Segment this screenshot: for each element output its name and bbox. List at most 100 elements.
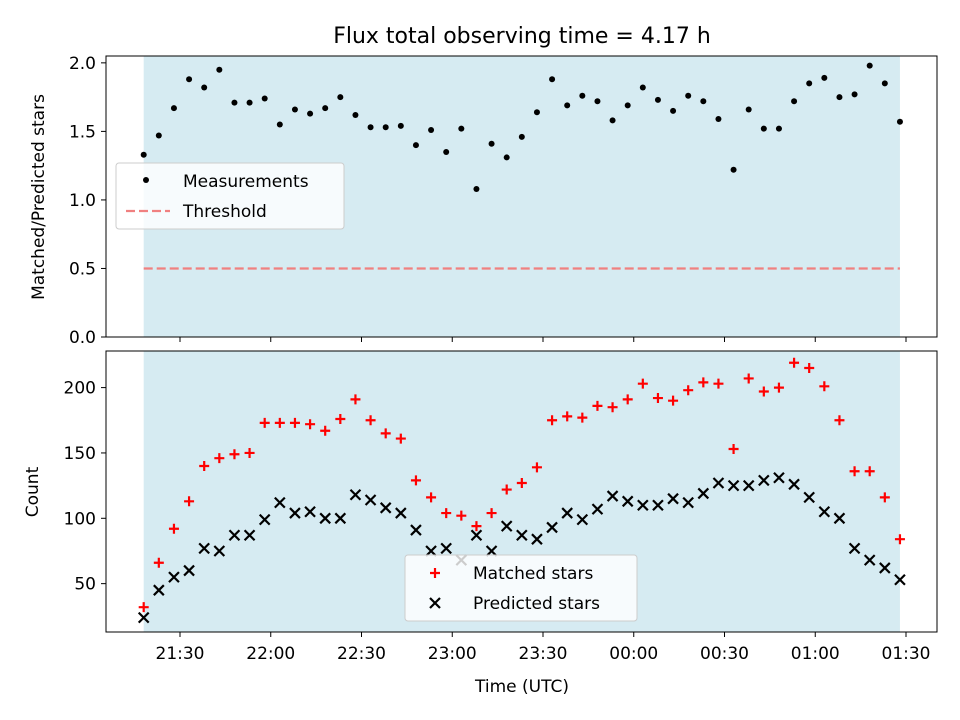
- x-axis-label: Time (UTC): [474, 677, 569, 697]
- predicted-star-point: [742, 479, 755, 492]
- legend-marker-matched: [430, 568, 440, 578]
- measurement-point: [896, 118, 903, 125]
- matched-star-point: [501, 484, 512, 495]
- legend-marker-predicted: [429, 597, 441, 609]
- measurement-point: [397, 122, 404, 129]
- measurement-point: [518, 133, 525, 140]
- matched-star-point: [184, 496, 195, 507]
- legend-box: [115, 162, 345, 230]
- matched-star-point: [214, 453, 225, 464]
- top-legend: Measurements Threshold: [115, 162, 345, 230]
- matched-star-point: [849, 466, 860, 477]
- measurement-point: [170, 105, 177, 112]
- predicted-star-point: [153, 584, 165, 596]
- matched-star-point: [471, 521, 482, 532]
- matched-star-point: [819, 381, 830, 392]
- measurement-point: [261, 95, 268, 102]
- predicted-star-point: [863, 554, 876, 566]
- matched-star-point: [652, 393, 663, 404]
- predicted-star-point: [818, 505, 831, 518]
- y-tick-label: 200: [64, 379, 96, 399]
- matched-star-point: [350, 394, 361, 405]
- predicted-star-point: [606, 490, 619, 502]
- predicted-star-point: [773, 471, 785, 484]
- measurement-point: [216, 66, 223, 73]
- top-x-ticks: [179, 337, 907, 342]
- matched-star-point: [365, 415, 376, 426]
- matched-star-point: [592, 400, 603, 411]
- predicted-star-point: [274, 496, 286, 509]
- top-plot-frame: [105, 55, 938, 338]
- x-tick-label: 23:30: [519, 644, 568, 664]
- measurement-point: [412, 142, 419, 149]
- matched-star-point: [894, 534, 905, 545]
- measurement-point: [745, 106, 752, 113]
- matched-star-point: [698, 377, 709, 388]
- matched-star-point: [335, 413, 346, 424]
- predicted-star-point: [485, 545, 498, 557]
- predicted-star-point: [364, 494, 377, 506]
- predicted-star-point: [470, 529, 483, 542]
- matched-star-point: [622, 394, 633, 405]
- matched-star-point: [758, 386, 769, 397]
- matched-star-point: [320, 425, 331, 436]
- predicted-star-point: [198, 542, 210, 555]
- predicted-star-point: [334, 512, 347, 525]
- predicted-star-point: [621, 495, 634, 508]
- measurement-point: [685, 92, 692, 99]
- measurement-point: [791, 98, 798, 105]
- matched-star-point: [244, 447, 255, 458]
- predicted-star-point: [576, 513, 589, 526]
- predicted-star-point: [637, 499, 649, 512]
- matched-star-point: [516, 478, 527, 489]
- matched-star-point: [441, 508, 452, 519]
- measurement-point: [337, 94, 344, 101]
- predicted-star-point: [137, 611, 150, 624]
- measurement-point: [307, 110, 314, 117]
- measurement-point: [639, 84, 646, 91]
- measurement-point: [881, 80, 888, 87]
- legend-marker-measurements: [143, 177, 149, 183]
- top-y-ticks: 0.0 0.5 1.0 1.5 2.0: [69, 54, 106, 348]
- measurement-point: [201, 84, 208, 91]
- predicted-star-point: [425, 545, 437, 557]
- top-points-layer: [140, 62, 903, 192]
- predicted-star-point: [379, 502, 392, 514]
- predicted-star-point: [243, 529, 256, 542]
- predicted-star-point: [516, 529, 528, 542]
- predicted-star-point: [758, 474, 770, 487]
- measurement-point: [186, 76, 193, 83]
- measurement-point: [428, 127, 435, 134]
- matched-star-point: [607, 402, 618, 413]
- predicted-star-point: [894, 573, 906, 586]
- measurement-point: [473, 185, 480, 192]
- x-tick-label: 01:00: [791, 644, 840, 664]
- matched-star-point: [668, 395, 679, 406]
- measurement-point: [775, 125, 782, 132]
- y-tick-label: 1.0: [69, 191, 96, 211]
- matched-star-point: [380, 428, 391, 439]
- measurement-point: [458, 125, 465, 132]
- predicted-star-point: [395, 507, 407, 519]
- y-tick-label: 0.0: [69, 328, 96, 348]
- predicted-star-point: [228, 529, 241, 542]
- predicted-star-point: [848, 542, 861, 555]
- x-tick-label: 23:00: [428, 644, 477, 664]
- bottom-x-ticks: 21:30 22:00 22:30 23:00 23:30 00:00 00:30 01:00…: [156, 632, 931, 664]
- matched-star-point: [789, 357, 800, 368]
- predicted-star-point: [591, 503, 604, 515]
- x-tick-label: 21:30: [156, 644, 205, 664]
- matched-star-point: [456, 510, 467, 521]
- predicted-star-point: [531, 533, 543, 545]
- predicted-star-point: [712, 477, 725, 489]
- legend-label-predicted: Predicted stars: [473, 594, 600, 614]
- measurement-point: [836, 94, 843, 101]
- measurement-point: [806, 80, 813, 87]
- legend-label-matched: Matched stars: [473, 564, 593, 584]
- measurement-point: [715, 116, 722, 123]
- measurement-point: [866, 62, 873, 69]
- matched-star-point: [637, 378, 648, 389]
- measurement-point: [155, 132, 162, 139]
- legend-label-threshold: Threshold: [182, 202, 267, 222]
- measurement-point: [549, 76, 556, 83]
